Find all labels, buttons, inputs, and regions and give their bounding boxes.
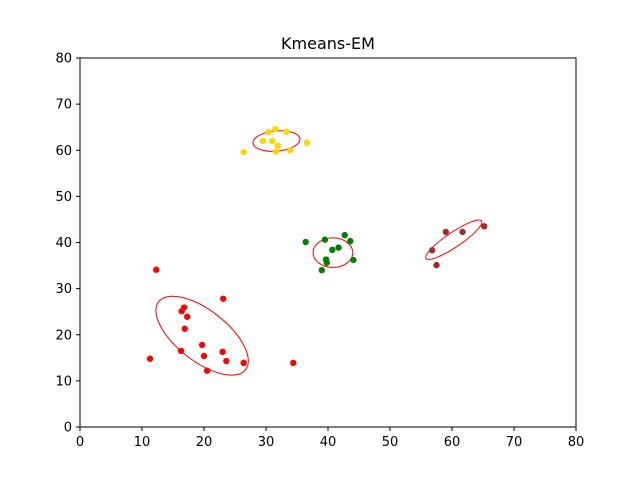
data-point-s2-8 xyxy=(283,128,290,135)
plot-area xyxy=(79,57,577,428)
data-points xyxy=(146,125,488,374)
data-point-s2-7 xyxy=(274,142,281,149)
data-point-s2-5 xyxy=(272,125,279,133)
data-point-s2-1 xyxy=(240,148,247,156)
y-tick-label: 60 xyxy=(55,144,72,159)
y-tick-label: 10 xyxy=(55,374,72,389)
data-point-s2-6 xyxy=(272,148,280,155)
x-axis: 0 10 20 30 40 50 60 70 80 xyxy=(76,427,584,450)
data-point-s1-10 xyxy=(203,367,211,374)
data-point-s1-8 xyxy=(198,341,206,349)
x-tick-label: 60 xyxy=(444,435,461,450)
data-point-s1-11 xyxy=(219,348,226,356)
data-point-s1-15 xyxy=(290,359,297,367)
data-point-s1-2 xyxy=(146,355,154,362)
y-tick-label: 20 xyxy=(55,328,72,343)
data-point-s2-9 xyxy=(286,147,294,154)
data-point-s1-3 xyxy=(177,347,185,355)
data-point-s1-6 xyxy=(181,325,188,332)
y-tick-label: 80 xyxy=(55,52,72,67)
data-point-s4-5 xyxy=(481,223,488,230)
x-tick-label: 10 xyxy=(134,435,151,450)
data-point-s2-10 xyxy=(303,139,311,147)
data-point-s1-13 xyxy=(223,357,230,365)
chart-title: Kmeans-EM xyxy=(281,34,375,53)
y-tick-label: 40 xyxy=(55,236,72,251)
data-point-s4-2 xyxy=(433,261,440,269)
y-tick-label: 50 xyxy=(55,190,72,205)
data-point-s3-7 xyxy=(335,244,342,251)
x-tick-label: 20 xyxy=(196,435,213,450)
cluster-ellipse-4 xyxy=(425,219,483,260)
data-point-s1-9 xyxy=(200,352,208,360)
cluster-ellipse-3 xyxy=(312,237,354,268)
data-point-s2-2 xyxy=(259,137,267,145)
data-point-s1-7 xyxy=(184,313,191,320)
x-tick-label: 70 xyxy=(506,435,523,450)
data-point-s3-6 xyxy=(329,246,336,254)
y-tick-label: 70 xyxy=(55,98,72,113)
data-point-s1-5 xyxy=(180,304,188,311)
data-point-s3-5 xyxy=(323,259,330,266)
data-point-s4-3 xyxy=(442,228,449,236)
data-point-s2-3 xyxy=(265,129,272,136)
x-tick-label: 0 xyxy=(76,435,84,450)
y-axis: 0 10 20 30 40 50 60 70 80 xyxy=(55,52,80,436)
data-point-s1-14 xyxy=(240,359,247,367)
data-point-s3-8 xyxy=(341,231,348,239)
cluster-ellipse-1 xyxy=(155,295,249,376)
data-point-s3-2 xyxy=(318,266,325,274)
data-point-s4-1 xyxy=(428,247,436,254)
data-point-s3-1 xyxy=(302,238,309,246)
data-point-s1-12 xyxy=(220,295,227,302)
data-point-s4-4 xyxy=(459,228,466,236)
x-tick-label: 30 xyxy=(258,435,275,450)
data-point-s3-10 xyxy=(350,256,357,264)
x-tick-label: 40 xyxy=(320,435,337,450)
data-point-s1-1 xyxy=(153,266,160,273)
data-point-s2-4 xyxy=(269,137,276,145)
data-point-s3-3 xyxy=(321,236,329,243)
x-tick-label: 80 xyxy=(568,435,585,450)
y-tick-label: 0 xyxy=(64,421,72,436)
y-tick-label: 30 xyxy=(55,282,72,297)
x-tick-label: 50 xyxy=(382,435,399,450)
data-point-s3-9 xyxy=(347,237,354,245)
